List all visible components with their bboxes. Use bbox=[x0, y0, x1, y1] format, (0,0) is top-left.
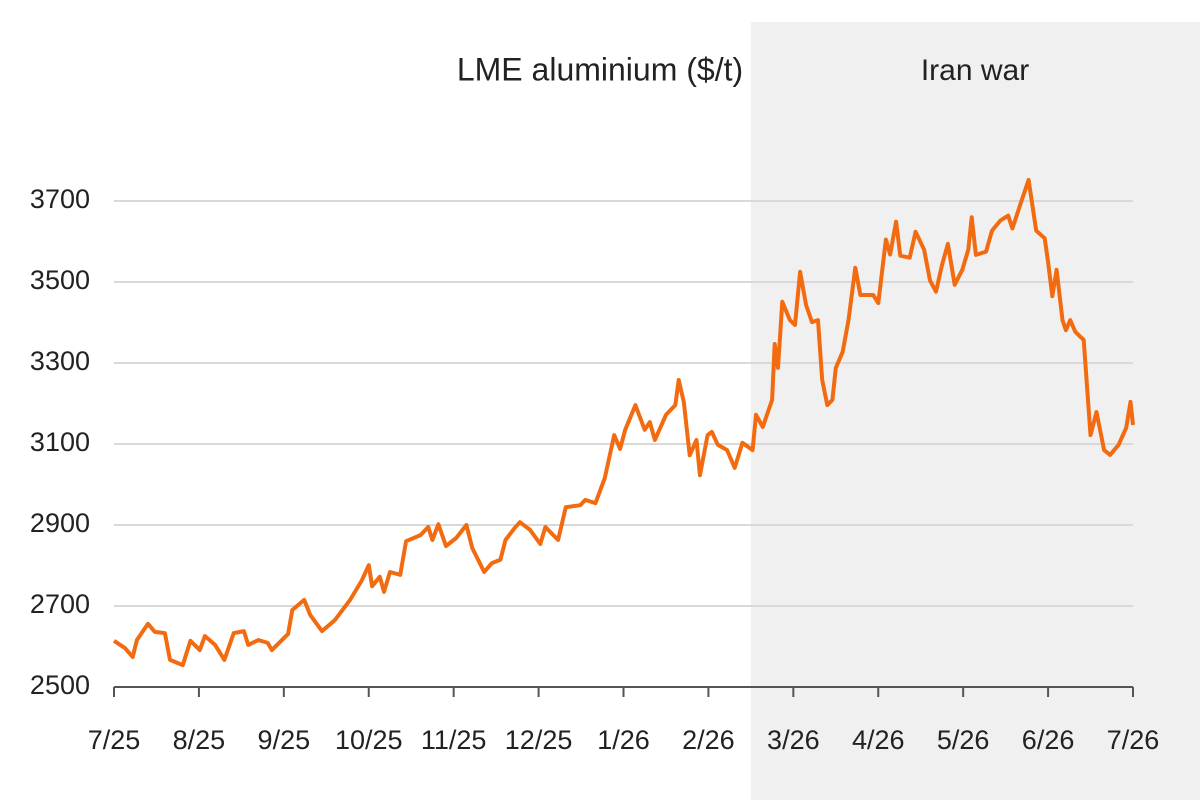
x-tick-label: 2/26 bbox=[682, 725, 735, 755]
shade-label: Iran war bbox=[921, 54, 1029, 87]
price-line bbox=[112, 177, 1135, 668]
y-tick-label: 2500 bbox=[30, 670, 90, 700]
x-tick-label: 6/26 bbox=[1022, 725, 1075, 755]
x-tick-label: 4/26 bbox=[852, 725, 905, 755]
x-tick-label: 7/25 bbox=[88, 725, 141, 755]
shaded-period bbox=[750, 22, 1200, 800]
y-tick-label: 3500 bbox=[30, 265, 90, 295]
x-tick-label: 10/25 bbox=[335, 725, 403, 755]
chart-title: LME aluminium ($/t) bbox=[457, 51, 743, 87]
x-tick-label: 5/26 bbox=[937, 725, 990, 755]
y-tick-label: 2700 bbox=[30, 589, 90, 619]
y-tick-label: 3700 bbox=[30, 184, 90, 214]
x-tick-label: 3/26 bbox=[767, 725, 820, 755]
x-tick-label: 1/26 bbox=[597, 725, 650, 755]
x-tick-label: 7/26 bbox=[1107, 725, 1160, 755]
x-tick-label: 8/25 bbox=[173, 725, 226, 755]
x-tick-label: 11/25 bbox=[421, 725, 487, 755]
x-tick-label: 12/25 bbox=[505, 725, 573, 755]
y-tick-label: 3300 bbox=[30, 346, 90, 376]
x-tick-label: 9/25 bbox=[258, 725, 311, 755]
y-tick-label: 3100 bbox=[30, 427, 90, 457]
y-tick-label: 2900 bbox=[30, 508, 90, 538]
